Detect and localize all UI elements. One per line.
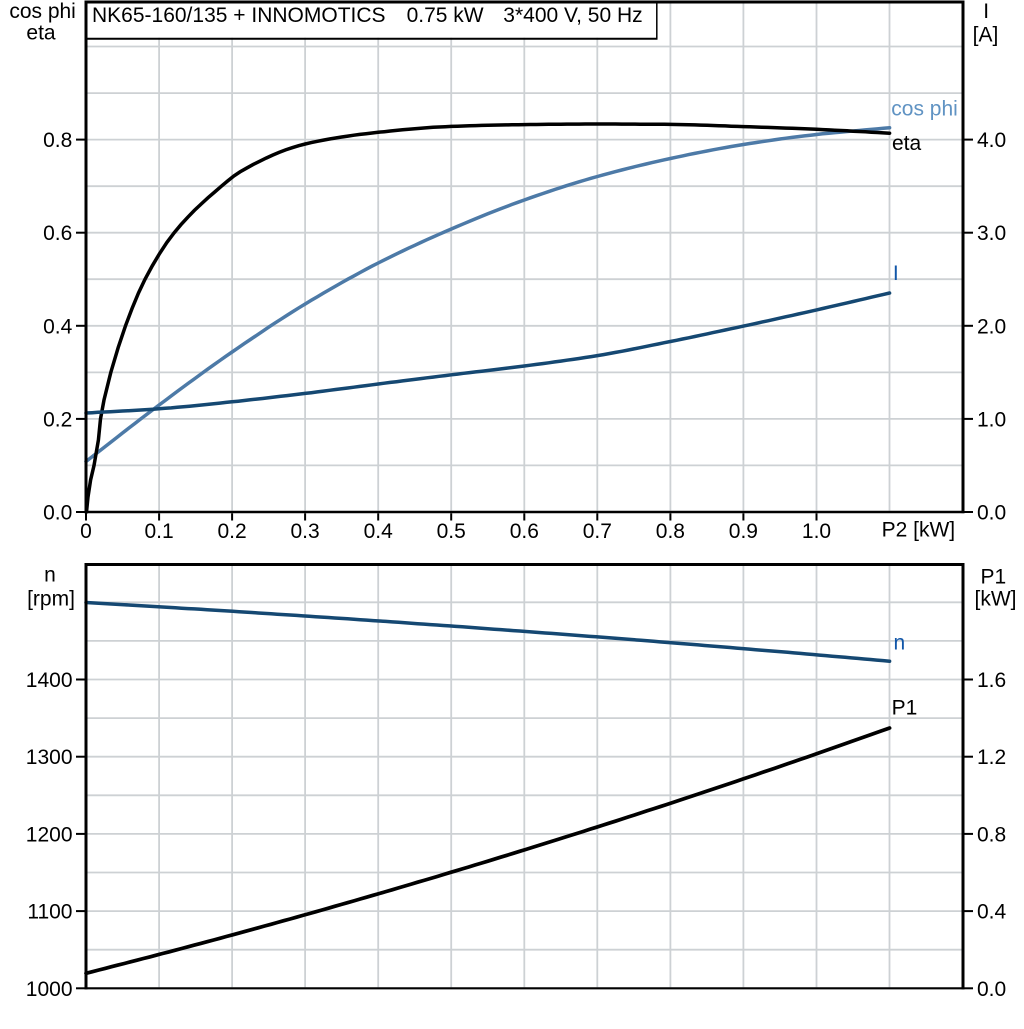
svg-text:1.2: 1.2: [977, 746, 1006, 769]
svg-text:P1: P1: [892, 696, 918, 719]
svg-text:0.8: 0.8: [656, 520, 685, 543]
svg-text:0.4: 0.4: [43, 315, 73, 338]
svg-text:0: 0: [80, 520, 92, 543]
svg-text:1.0: 1.0: [802, 520, 831, 543]
svg-text:I: I: [893, 262, 899, 285]
svg-text:1200: 1200: [26, 823, 73, 846]
svg-text:0.9: 0.9: [729, 520, 758, 543]
svg-text:0.2: 0.2: [43, 408, 72, 431]
svg-text:P1: P1: [980, 566, 1006, 589]
svg-text:0.3: 0.3: [290, 520, 319, 543]
svg-text:0.2: 0.2: [217, 520, 246, 543]
svg-text:0.8: 0.8: [43, 129, 72, 152]
svg-text:eta: eta: [892, 132, 922, 155]
svg-text:cos phi: cos phi: [891, 98, 958, 121]
svg-text:0.5: 0.5: [437, 520, 466, 543]
svg-text:[rpm]: [rpm]: [27, 588, 75, 611]
svg-text:n: n: [894, 631, 906, 654]
svg-text:[A]: [A]: [973, 23, 999, 46]
svg-text:I: I: [983, 0, 989, 23]
svg-text:0.7: 0.7: [583, 520, 612, 543]
svg-text:0.4: 0.4: [364, 520, 394, 543]
svg-text:4.0: 4.0: [977, 129, 1006, 152]
svg-text:0.6: 0.6: [510, 520, 539, 543]
svg-text:0.1: 0.1: [144, 520, 173, 543]
svg-text:1400: 1400: [26, 669, 73, 692]
svg-text:P2 [kW]: P2 [kW]: [882, 519, 956, 542]
svg-text:1000: 1000: [26, 978, 73, 1001]
svg-text:0.0: 0.0: [977, 502, 1006, 525]
svg-text:eta: eta: [26, 22, 56, 45]
svg-text:1.0: 1.0: [977, 408, 1006, 431]
svg-text:cos phi: cos phi: [9, 0, 76, 23]
svg-text:0.6: 0.6: [43, 222, 72, 245]
svg-text:2.0: 2.0: [977, 315, 1006, 338]
svg-text:3.0: 3.0: [977, 222, 1006, 245]
svg-text:0.8: 0.8: [977, 823, 1006, 846]
svg-text:0.0: 0.0: [43, 502, 72, 525]
svg-text:1300: 1300: [26, 746, 73, 769]
svg-text:0.0: 0.0: [977, 978, 1006, 1001]
svg-text:1.6: 1.6: [977, 669, 1006, 692]
svg-text:0.4: 0.4: [977, 901, 1007, 924]
svg-text:n: n: [44, 564, 56, 587]
svg-text:1100: 1100: [27, 901, 72, 924]
svg-text:[kW]: [kW]: [975, 588, 1017, 611]
